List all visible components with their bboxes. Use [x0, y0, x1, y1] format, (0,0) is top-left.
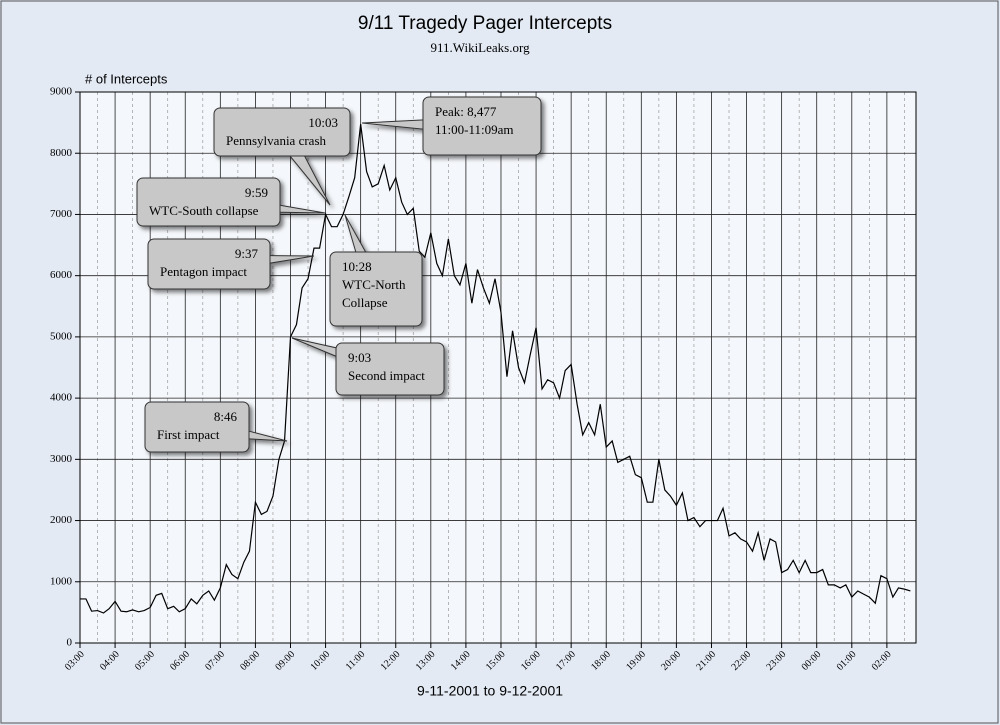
- callout-text: 9:37: [235, 246, 259, 261]
- callout-joint: [274, 127, 290, 137]
- y-tick-label: 6000: [50, 269, 73, 281]
- callout: [144, 401, 288, 453]
- y-tick-label: 4000: [50, 392, 73, 404]
- data-line: [80, 123, 911, 614]
- chart-subtitle: 911.WikiLeaks.org: [430, 40, 530, 55]
- callout-joint: [208, 255, 210, 273]
- callout-joint: [195, 418, 199, 436]
- callout-text: WTC-South collapse: [149, 203, 259, 218]
- callout-text: 9:59: [245, 185, 268, 200]
- plot-border: [79, 91, 917, 644]
- callout-text: Collapse: [342, 295, 388, 310]
- callout: [147, 238, 315, 290]
- y-tick-label: 5000: [50, 330, 73, 342]
- callout: [213, 107, 351, 206]
- callout-text: 11:00-11:09am: [435, 122, 513, 137]
- callout-text: 9:03: [348, 350, 371, 365]
- callout-text: 8:46: [214, 409, 238, 424]
- chart-title: 9/11 Tragedy Pager Intercepts: [358, 13, 612, 34]
- y-tick-label: 0: [67, 637, 73, 649]
- callout-text: 10:28: [342, 259, 372, 274]
- y-axis-label: # of Intercepts: [85, 71, 168, 86]
- y-tick-label: 9000: [50, 86, 73, 98]
- callout-text: Second impact: [348, 368, 425, 383]
- callout-joint: [207, 193, 210, 211]
- callout-joint: [367, 285, 385, 293]
- callout-text: Pennsylvania crash: [226, 133, 327, 148]
- callout: [291, 337, 445, 396]
- y-tick-label: 8000: [50, 147, 73, 159]
- callout-text: 10:03: [308, 115, 338, 130]
- callout-text: Peak: 8,477: [435, 104, 497, 119]
- y-tick-label: 1000: [50, 575, 73, 587]
- plot-area: [80, 92, 916, 643]
- callout: [136, 177, 326, 227]
- callout: [329, 214, 423, 327]
- callout-text: First impact: [157, 427, 220, 442]
- x-axis-label: 9-11-2001 to 9-12-2001: [417, 683, 563, 699]
- y-tick-label: 3000: [50, 453, 73, 465]
- y-tick-label: 7000: [50, 208, 73, 220]
- callout-text: WTC-North: [342, 277, 406, 292]
- callout-text: Pentagon impact: [160, 264, 247, 279]
- callout: [361, 96, 542, 156]
- y-tick-label: 2000: [50, 514, 73, 526]
- callout-joint: [387, 360, 393, 378]
